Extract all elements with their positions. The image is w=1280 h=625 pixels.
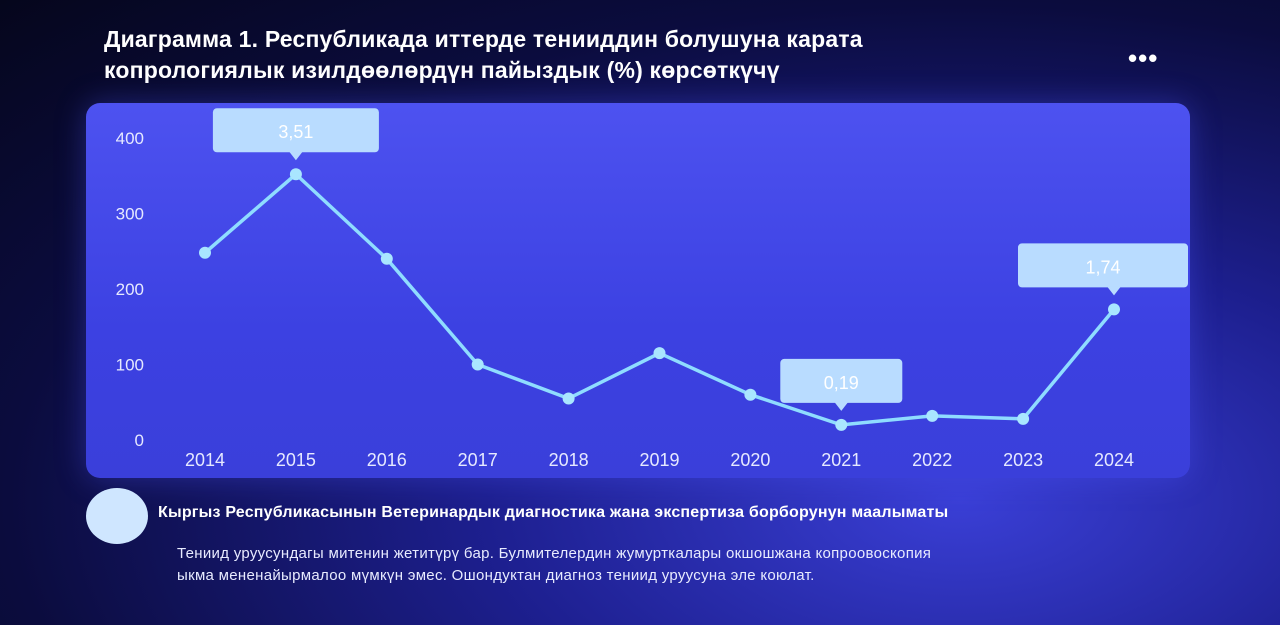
chart-title-line-2: копрологиялык изилдөөлөрдүн пайыздык (%)… [104,57,780,83]
series-line [203,172,1116,427]
line-chart: 0 100 200 300 400 2014 2015 2016 2017 2018 2019 202… [116,108,1188,470]
x-tick-label: 2023 [1003,450,1043,470]
note-line-2: ыкма мененайырмалоо мүмкүн эмес. Ошондук… [177,567,815,584]
chart-title: Диаграмма 1. Республикада иттерде тениид… [104,24,1104,86]
y-tick-label: 400 [116,129,144,148]
chart-title-line-1: Диаграмма 1. Республикада иттерде тениид… [104,26,863,52]
x-tick-label: 2018 [549,450,589,470]
data-point [471,358,484,371]
data-point [835,418,848,431]
x-tick-label: 2022 [912,450,952,470]
y-tick-label: 300 [116,205,144,224]
note-text: Тениид уруусундагы митенин жетитүрү бар.… [177,543,1137,587]
callout-pointer [1107,286,1121,296]
data-point [1108,303,1120,316]
callout-box [1018,243,1188,288]
data-point [1017,412,1030,425]
x-tick-label: 2020 [730,450,770,470]
data-point [380,252,393,265]
x-tick-label: 2017 [458,450,498,470]
data-label: 0,19 [824,373,859,393]
chart-panel: 0 100 200 300 400 2014 2015 2016 2017 2018 2019 202… [86,103,1190,478]
data-point [199,246,211,259]
x-tick-label: 2015 [276,450,316,470]
data-point [926,409,939,422]
y-tick-label: 100 [116,356,144,375]
data-point [744,388,757,401]
data-point [562,392,575,405]
x-tick-label: 2024 [1094,450,1134,470]
callout-box [212,108,379,153]
x-tick-label: 2019 [639,450,679,470]
source-bullet [86,488,148,544]
data-point [289,168,302,181]
callout-pointer [288,151,303,161]
note-line-1: Тениид уруусундагы митенин жетитүрү бар.… [177,545,932,562]
callout-box [780,358,903,403]
source-text: Кыргыз Республикасынын Ветеринардык диаг… [158,504,949,521]
x-tick-label: 2021 [821,450,861,470]
x-tick-label: 2014 [185,450,225,470]
more-options-icon[interactable]: ••• [1128,43,1159,73]
data-label: 1,74 [1085,257,1120,277]
y-tick-label: 200 [116,280,144,299]
data-label: 3,51 [278,122,313,142]
data-point [653,347,666,360]
callout-pointer [834,401,849,411]
y-tick-label: 0 [135,431,144,450]
x-tick-label: 2016 [367,450,407,470]
